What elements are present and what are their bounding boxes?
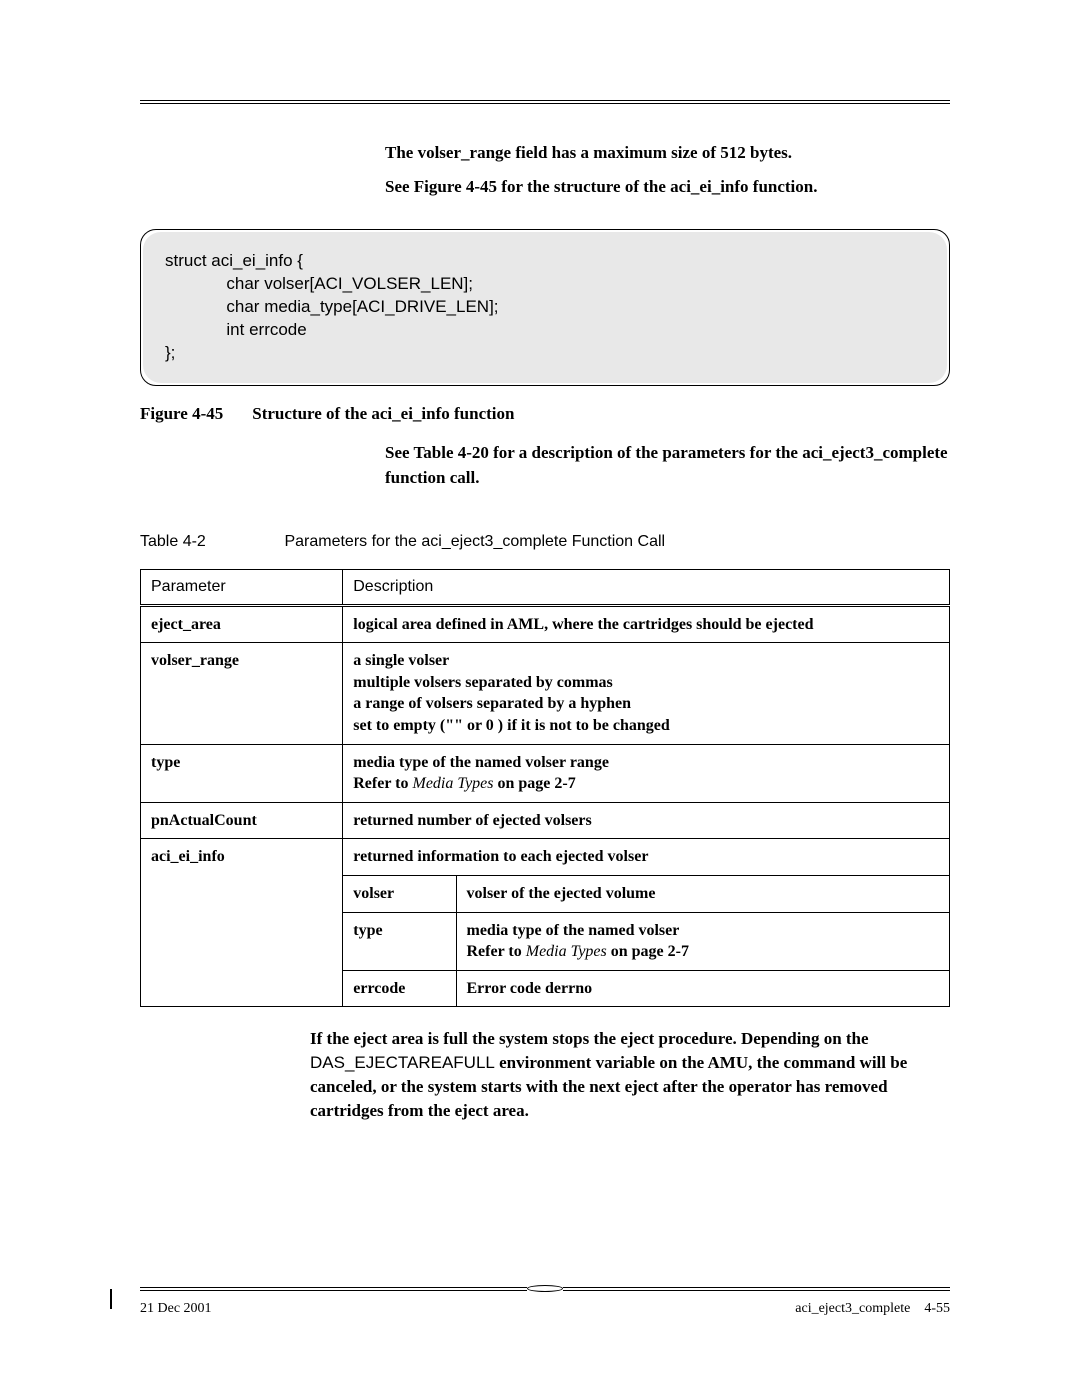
- sub-param-cell: type: [343, 912, 456, 970]
- intro-p1: The volser_range field has a maximum siz…: [385, 140, 950, 166]
- table-caption: Table 4-2 Parameters for the aci_eject3_…: [140, 533, 950, 551]
- change-bar: [110, 1289, 112, 1309]
- desc-post: on page 2-7: [607, 943, 689, 960]
- figure-label: Figure 4-45: [140, 404, 248, 424]
- param-cell: eject_area: [141, 605, 343, 643]
- figure-caption: Figure 4-45 Structure of the aci_ei_info…: [140, 404, 950, 424]
- intro-paragraphs: The volser_range field has a maximum siz…: [385, 140, 950, 199]
- intro-p2: See Figure 4-45 for the structure of the…: [385, 174, 950, 200]
- desc-cell: returned number of ejected volsers: [343, 802, 950, 839]
- desc-cell: a single volser multiple volsers separat…: [343, 643, 950, 744]
- table-row: aci_ei_info returned information to each…: [141, 839, 950, 876]
- table-row: eject_area logical area defined in AML, …: [141, 605, 950, 643]
- env-var: DAS_EJECTAREAFULL: [310, 1053, 495, 1072]
- figure-title: Structure of the aci_ei_info function: [252, 404, 514, 423]
- desc-cell: returned information to each ejected vol…: [343, 839, 950, 876]
- desc-ref: Media Types: [526, 943, 607, 960]
- table-title: Parameters for the aci_eject3_complete F…: [284, 533, 665, 550]
- param-cell: pnActualCount: [141, 802, 343, 839]
- footer-date: 21 Dec 2001: [140, 1301, 212, 1317]
- table-row: type media type of the named volser Refe…: [141, 912, 950, 970]
- desc-cell: logical area defined in AML, where the c…: [343, 605, 950, 643]
- header-description: Description: [343, 569, 950, 605]
- desc-cell: media type of the named volser range Ref…: [343, 744, 950, 802]
- after-figure-text: See Table 4-20 for a description of the …: [385, 440, 950, 491]
- footer-section: aci_eject3_complete: [795, 1301, 910, 1316]
- desc-cell: media type of the named volser Refer to …: [456, 912, 950, 970]
- after-table-paragraph: If the eject area is full the system sto…: [310, 1027, 950, 1122]
- desc-cell: volser of the ejected volume: [456, 876, 950, 913]
- table-label: Table 4-2: [140, 533, 280, 551]
- sub-param-cell: errcode: [343, 970, 456, 1007]
- footer-page: 4-55: [924, 1301, 950, 1316]
- footer-right: aci_eject3_complete 4-55: [795, 1301, 950, 1317]
- param-cell-empty: [141, 970, 343, 1007]
- header-parameter: Parameter: [141, 569, 343, 605]
- parameters-table: Parameter Description eject_area logical…: [140, 569, 950, 1008]
- sub-param-cell: volser: [343, 876, 456, 913]
- param-cell-empty: [141, 912, 343, 970]
- table-row: pnActualCount returned number of ejected…: [141, 802, 950, 839]
- after-table-pre: If the eject area is full the system sto…: [310, 1029, 869, 1048]
- desc-ref: Media Types: [412, 775, 493, 792]
- param-cell: aci_ei_info: [141, 839, 343, 876]
- table-row: errcode Error code derrno: [141, 970, 950, 1007]
- param-cell: volser_range: [141, 643, 343, 744]
- page-footer: 21 Dec 2001 aci_eject3_complete 4-55: [140, 1287, 950, 1317]
- code-box: struct aci_ei_info { char volser[ACI_VOL…: [140, 229, 950, 386]
- param-cell-empty: [141, 876, 343, 913]
- param-cell: type: [141, 744, 343, 802]
- table-row: volser_range a single volser multiple vo…: [141, 643, 950, 744]
- table-row: volser volser of the ejected volume: [141, 876, 950, 913]
- desc-post: on page 2-7: [494, 775, 576, 792]
- table-row: type media type of the named volser rang…: [141, 744, 950, 802]
- top-rule: [140, 100, 950, 104]
- table-header-row: Parameter Description: [141, 569, 950, 605]
- footer-rule: [140, 1287, 950, 1295]
- code-content: struct aci_ei_info { char volser[ACI_VOL…: [143, 232, 947, 383]
- desc-cell: Error code derrno: [456, 970, 950, 1007]
